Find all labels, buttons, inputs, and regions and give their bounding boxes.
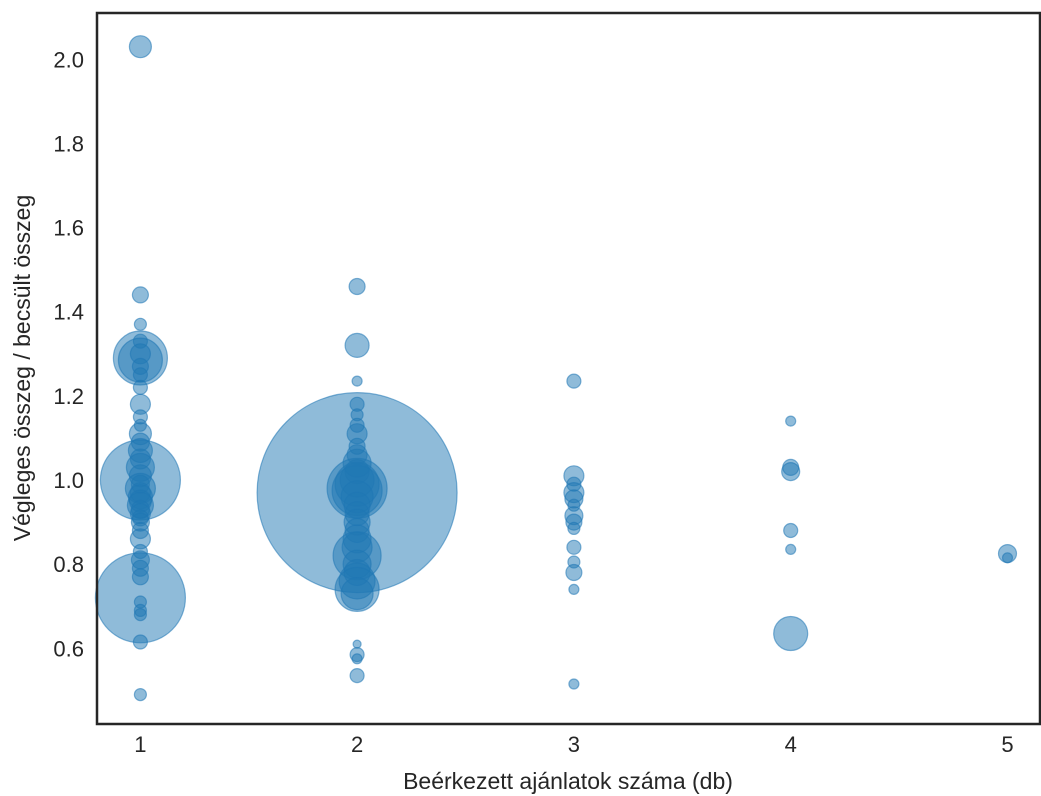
data-point-0-91 — [781, 462, 801, 482]
y-tick-label-3: 1.2 — [53, 384, 84, 409]
y-tick-label-1: 0.8 — [53, 552, 84, 577]
data-point-0-83 — [567, 521, 581, 536]
data-point-0-8 — [132, 367, 148, 383]
data-point-0-89 — [785, 415, 797, 427]
x-tick-label-0: 1 — [134, 732, 146, 757]
data-point-0-71 — [352, 639, 362, 649]
data-point-0-74 — [349, 667, 365, 684]
data-point-0-87 — [568, 583, 580, 596]
data-point-0-70 — [340, 576, 374, 611]
data-point-0-84 — [566, 539, 582, 555]
x-tick-label-4: 5 — [1001, 732, 1013, 757]
data-points — [94, 35, 1018, 702]
x-tick-label-3: 4 — [785, 732, 797, 757]
data-point-0-75 — [566, 373, 582, 389]
data-point-0-42 — [348, 277, 366, 296]
y-tick-label-6: 1.8 — [53, 131, 84, 156]
data-point-0-1 — [131, 286, 149, 304]
plot-frame — [95, 11, 1041, 726]
y-tick-label-7: 2.0 — [53, 47, 84, 72]
data-point-0-43 — [344, 332, 370, 358]
y-axis-ticks: 0.6 0.8 1.0 1.2 1.4 1.6 1.8 2.0 — [53, 47, 84, 661]
data-point-0-93 — [785, 543, 797, 556]
data-point-0-41 — [133, 687, 147, 702]
data-point-0-86 — [565, 563, 583, 582]
data-point-0-39 — [133, 607, 147, 622]
data-point-0-88 — [568, 678, 580, 690]
data-point-0-96 — [1001, 552, 1014, 564]
data-point-0-92 — [783, 522, 799, 539]
y-tick-label-4: 1.4 — [53, 300, 84, 325]
x-tick-label-2: 3 — [568, 732, 580, 757]
x-axis-label: Beérkezett ajánlatok száma (db) — [403, 768, 733, 794]
x-axis-ticks: 1 2 3 4 5 — [134, 732, 1013, 757]
x-tick-label-1: 2 — [351, 732, 363, 757]
data-point-0-94 — [773, 615, 809, 652]
data-point-0-2 — [133, 317, 147, 331]
y-tick-label-5: 1.6 — [53, 216, 84, 241]
data-point-0-9 — [132, 379, 148, 395]
y-axis-label: Végleges összeg / becsült összeg — [9, 195, 35, 541]
data-point-0-73 — [351, 653, 363, 665]
data-point-0-44 — [351, 375, 363, 387]
y-tick-label-2: 1.0 — [53, 468, 84, 493]
data-point-0-0 — [128, 35, 152, 59]
data-point-0-40 — [132, 634, 148, 650]
y-tick-label-0: 0.6 — [53, 636, 84, 661]
